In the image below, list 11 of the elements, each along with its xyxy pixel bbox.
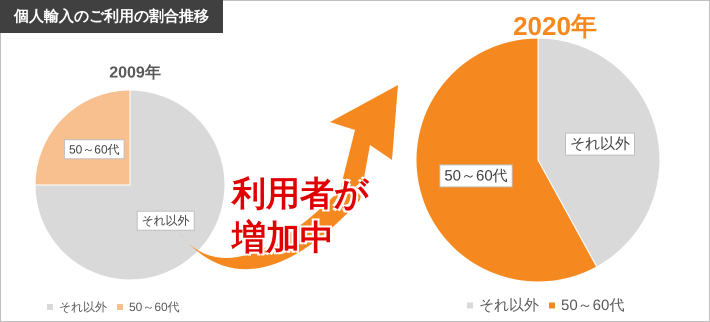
legend-label: 50～60代 [129,300,180,314]
slice-label: それ以外 [142,214,190,228]
slice-label: 50～60代 [68,142,120,156]
chart-title: 2020年 [513,11,597,41]
chart-title: 2009年 [109,64,161,82]
legend-label: 50～60代 [561,297,624,314]
slice-label: それ以外 [570,136,630,153]
text: 個人輸入のご利用の割合推移 [0,0,223,33]
slice-label: 50～60代 [444,167,508,184]
legend-label: それ以外 [479,297,539,314]
legend-label: それ以外 [59,300,107,314]
